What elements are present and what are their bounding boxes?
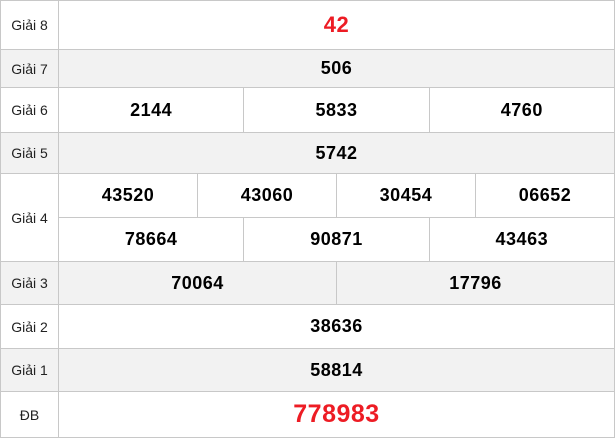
- prize-row-giai-2: Giải 2 38636: [0, 304, 615, 349]
- prize-number: 17796: [335, 261, 615, 305]
- prize-number: 778983: [58, 391, 615, 438]
- prize-number: 506: [58, 49, 615, 88]
- prize-label: Giải 4: [0, 173, 59, 262]
- prize-number: 30454: [335, 173, 476, 218]
- prize-row-giai-6: Giải 6 2144 5833 4760: [0, 87, 615, 133]
- prize-row-giai-4-line-2: 78664 90871 43463: [1, 217, 615, 262]
- prize-number: 43520: [58, 173, 198, 218]
- prize-label: Giải 7: [0, 49, 59, 88]
- prize-row-db: ĐB 778983: [0, 391, 615, 438]
- prize-label: ĐB: [0, 391, 59, 438]
- prize-label: Giải 1: [0, 348, 59, 392]
- prize-number: 4760: [428, 87, 615, 133]
- prize-row-giai-1: Giải 1 58814: [0, 348, 615, 392]
- prize-number: 90871: [243, 217, 430, 262]
- prize-number: 78664: [57, 217, 245, 262]
- prize-row-giai-3: Giải 3 70064 17796: [0, 261, 615, 305]
- prize-row-giai-5: Giải 5 5742: [0, 132, 615, 174]
- prize-number: 42: [58, 0, 615, 50]
- prize-row-giai-7: Giải 7 506: [0, 49, 615, 88]
- prize-row-giai-8: Giải 8 42: [0, 0, 615, 50]
- prize-number: 2144: [57, 87, 245, 133]
- prize-row-giai-4-line-1: Giải 4 43520 43060 30454 06652: [0, 173, 615, 262]
- prize-label: Giải 2: [0, 304, 59, 349]
- prize-number: 5833: [243, 87, 430, 133]
- prize-number: 06652: [474, 173, 615, 218]
- prize-number: 38636: [58, 304, 615, 349]
- prize-number: 43463: [428, 217, 615, 262]
- prize-label: Giải 6: [0, 87, 59, 133]
- prize-number: 5742: [58, 132, 615, 174]
- prize-label: Giải 3: [0, 261, 59, 305]
- prize-number: 58814: [58, 348, 615, 392]
- prize-number: 43060: [196, 173, 337, 218]
- prize-label: Giải 8: [0, 0, 59, 50]
- prize-label: Giải 5: [0, 132, 59, 174]
- prize-number: 70064: [58, 261, 337, 305]
